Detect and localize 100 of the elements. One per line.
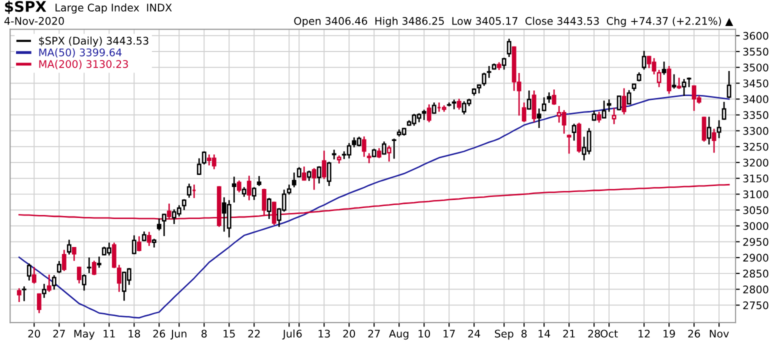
y-tick-label: 3100 <box>743 190 768 198</box>
candlestick <box>302 166 306 181</box>
candlestick <box>506 38 512 57</box>
candlestick <box>606 99 612 112</box>
y-tick-label: 3250 <box>743 142 768 151</box>
x-tick-label: 22 <box>248 330 260 338</box>
candlestick <box>362 136 366 157</box>
candlestick <box>42 284 46 298</box>
candlestick <box>702 116 706 142</box>
candlestick <box>572 124 576 141</box>
x-tick-label: 17 <box>444 330 455 338</box>
candlestick <box>16 288 22 302</box>
candlestick <box>502 58 506 70</box>
candlestick <box>552 90 556 105</box>
x-tick-label: 10 <box>418 330 430 338</box>
text: Open 3406.46 High 3486.25 Low 3405.17 Close 3443.53 Chg +74.37 (+2.21%) ▲ <box>294 16 734 27</box>
candlestick <box>326 162 332 186</box>
candlestick <box>146 232 152 246</box>
candlestick <box>426 104 432 122</box>
x-tick-label: Nov <box>710 330 729 338</box>
x-tick-label: 24 <box>468 330 480 338</box>
candlestick <box>536 108 542 128</box>
y-tick-label: 2900 <box>743 254 768 262</box>
candlestick <box>322 150 326 180</box>
x-tick-label: Sep <box>494 330 514 340</box>
candlestick <box>656 70 662 88</box>
x-tick-label: 20 <box>343 330 356 338</box>
candlestick <box>616 96 622 110</box>
candlestick <box>202 151 206 164</box>
candlestick <box>726 71 732 98</box>
candlestick <box>232 176 236 202</box>
x-tick-label: 15 <box>224 330 235 338</box>
x-tick-label: 11 <box>104 330 115 338</box>
x-tick-label: 28 <box>588 330 600 338</box>
x-tick-label: Jun <box>170 330 186 340</box>
candlestick <box>92 260 96 276</box>
candlestick <box>156 218 162 230</box>
candlestick <box>642 50 646 70</box>
candlestick <box>136 236 142 252</box>
candlestick <box>612 108 616 124</box>
candlestick <box>292 172 296 188</box>
candlestick <box>366 153 372 164</box>
candlestick <box>236 180 242 192</box>
candlestick <box>196 158 202 175</box>
candlestick <box>626 90 632 105</box>
y-tick-label: 3450 <box>743 79 768 88</box>
x-tick-label: 19 <box>664 330 675 338</box>
candlestick <box>82 274 86 291</box>
legend-label: MA(50) 3399.64 <box>39 48 122 58</box>
x-tick-label: 26 <box>688 330 700 338</box>
candlestick <box>672 74 676 89</box>
x-tick-label: May <box>74 330 95 340</box>
x-tick-label: 8 <box>202 330 207 338</box>
candlestick <box>76 266 82 284</box>
candlestick <box>266 198 272 219</box>
candlestick <box>706 116 712 144</box>
chart-subtitle: Large Cap Index INDX <box>56 3 172 14</box>
candlestick <box>392 138 396 159</box>
x-tick-label: Jul <box>282 330 294 340</box>
x-tick-label: 18 <box>128 330 140 338</box>
candlestick <box>716 120 722 138</box>
candlestick <box>62 250 66 271</box>
candlestick <box>72 247 76 261</box>
y-tick-label: 3500 <box>743 64 768 72</box>
candlestick <box>596 112 602 123</box>
candlestick <box>602 100 606 118</box>
legend-label: $SPX (Daily) 3443.53 <box>39 36 148 47</box>
chart-title: $SPX <box>5 0 46 14</box>
candlestick <box>482 72 486 86</box>
candlestick <box>22 286 26 302</box>
candlestick <box>186 184 192 198</box>
x-tick-label: Oct <box>600 330 618 338</box>
candlestick <box>566 134 572 154</box>
y-tick-label: 3300 <box>743 127 768 135</box>
candlestick <box>312 168 316 190</box>
candlestick <box>56 261 62 274</box>
text: 4-Nov-2020 <box>4 17 64 25</box>
candlestick <box>526 90 532 110</box>
x-tick-label: 21 <box>563 330 575 338</box>
y-tick-label: 3600 <box>743 32 768 40</box>
candlestick <box>532 90 536 122</box>
candlestick <box>86 258 92 274</box>
candlestick <box>486 66 492 78</box>
y-tick-label: 3350 <box>743 111 768 120</box>
x-tick-label: 8 <box>521 330 527 338</box>
y-tick-label: 2750 <box>743 301 768 310</box>
legend-label: MA(200) 3130.23 <box>39 60 128 70</box>
candlestick <box>542 97 546 112</box>
candlestick <box>36 293 42 314</box>
x-tick-label: 12 <box>638 330 650 338</box>
candlestick <box>96 256 102 268</box>
candlestick <box>712 128 716 153</box>
candlestick <box>522 102 526 122</box>
y-tick-label: 3050 <box>743 206 768 214</box>
candlestick <box>66 240 72 254</box>
candlestick <box>622 88 626 114</box>
x-tick-label: Aug <box>389 330 408 340</box>
y-tick-label: 3150 <box>743 174 768 182</box>
y-tick-label: 3550 <box>743 48 768 56</box>
candlestick <box>662 62 666 75</box>
